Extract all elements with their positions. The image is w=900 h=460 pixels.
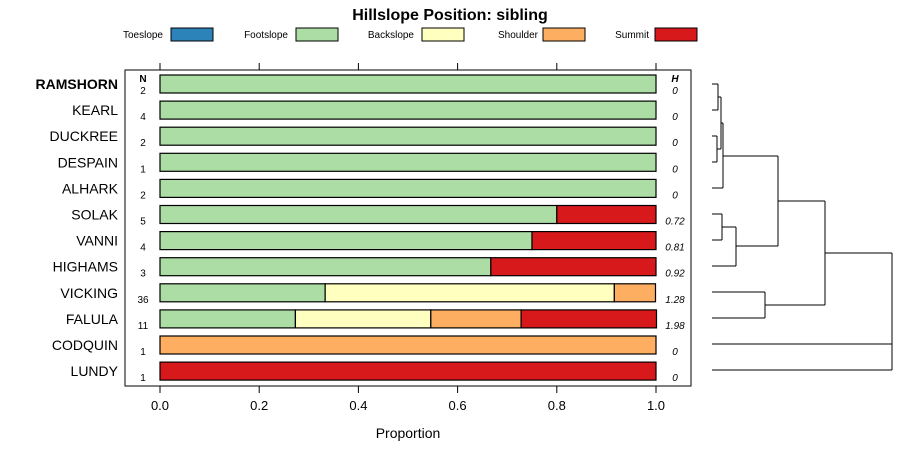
n-value: 1 xyxy=(140,347,146,358)
n-value: 1 xyxy=(140,373,146,384)
n-value: 5 xyxy=(140,217,146,228)
x-tick-label: 0.8 xyxy=(548,398,566,413)
bar-segment-shoulder xyxy=(613,283,657,303)
n-value: 3 xyxy=(140,269,146,280)
n-value: 1 xyxy=(140,164,146,175)
dendrogram-branch xyxy=(712,291,766,319)
bar-segment-summit xyxy=(520,309,658,329)
n-value: 2 xyxy=(140,190,146,201)
n-value: 2 xyxy=(140,138,146,149)
row-label: KEARL xyxy=(72,102,118,118)
bar-segment-footslope xyxy=(159,257,492,277)
x-axis: 0.0 0.2 0.4 0.6 0.8 1.0 xyxy=(151,63,665,413)
plot-panel xyxy=(124,69,692,387)
bar-segment-footslope xyxy=(159,178,657,198)
row-label: LUNDY xyxy=(71,363,119,379)
row-label: FALULA xyxy=(66,311,119,327)
x-tick-label: 0.4 xyxy=(349,398,367,413)
legend: Toeslope Footslope Backslope Shoulder Summit xyxy=(123,27,698,42)
h-value: 0.72 xyxy=(665,217,685,228)
row-label: VANNI xyxy=(76,233,118,249)
row-label: DUCKREE xyxy=(50,128,118,144)
n-value: 2 xyxy=(140,86,146,97)
h-value: 0 xyxy=(672,138,678,149)
x-tick-label: 0.0 xyxy=(151,398,169,413)
row-label: VICKING xyxy=(60,285,118,301)
legend-label-backslope: Backslope xyxy=(368,30,415,41)
n-header: N xyxy=(139,74,146,85)
dendrogram-branch xyxy=(712,83,719,111)
dendrogram-branch xyxy=(765,200,826,306)
bar-segment-summit xyxy=(556,204,657,225)
n-value: 4 xyxy=(140,243,146,254)
x-tick-label: 0.6 xyxy=(449,398,467,413)
n-value: 4 xyxy=(140,112,146,123)
bar-segment-footslope xyxy=(159,204,558,225)
legend-swatch-backslope xyxy=(421,27,465,42)
dendrogram-branch xyxy=(712,96,721,163)
bar-segment-summit xyxy=(159,361,657,381)
bar-segment-summit xyxy=(531,231,657,251)
n-value: 11 xyxy=(138,321,149,332)
legend-label-summit: Summit xyxy=(615,30,649,41)
h-value: 0.92 xyxy=(665,269,685,280)
bar-segment-backslope xyxy=(294,309,432,329)
row-label: CODQUIN xyxy=(52,337,118,353)
chart-title: Hillslope Position: sibling xyxy=(352,7,548,24)
bar-segment-footslope xyxy=(159,231,533,251)
bar-segment-footslope xyxy=(159,283,326,303)
legend-swatch-footslope xyxy=(295,27,339,42)
h-value: 0 xyxy=(672,86,678,97)
h-value: 0 xyxy=(672,373,678,384)
h-value: 1.98 xyxy=(665,321,685,332)
legend-swatch-summit xyxy=(654,27,698,42)
bar-segment-backslope xyxy=(324,283,615,303)
legend-label-toeslope: Toeslope xyxy=(123,30,163,41)
dendrogram xyxy=(712,83,893,371)
legend-label-footslope: Footslope xyxy=(244,30,288,41)
legend-swatch-shoulder xyxy=(542,27,586,42)
x-tick-label: 0.2 xyxy=(250,398,268,413)
bar-segment-shoulder xyxy=(159,335,657,355)
n-value: 36 xyxy=(137,295,149,306)
bar-segment-footslope xyxy=(159,74,657,94)
bar-segment-footslope xyxy=(159,152,657,172)
dendrogram-branch xyxy=(712,226,737,267)
bar-rows: RAMSHORN 2 0 KEARL 4 0 DUCKREE 2 0 DESPAIN 1 0 ALHAR… xyxy=(36,74,685,384)
h-value: 0 xyxy=(672,347,678,358)
bar-segment-footslope xyxy=(159,126,657,146)
x-axis-title: Proportion xyxy=(376,425,441,441)
row-label: SOLAK xyxy=(71,207,118,223)
bar-segment-footslope xyxy=(159,309,297,329)
h-value: 0 xyxy=(672,164,678,175)
h-header: H xyxy=(671,74,679,85)
bar-segment-footslope xyxy=(159,100,657,120)
dendrogram-branch xyxy=(712,252,893,371)
h-value: 0.81 xyxy=(665,243,684,254)
dendrogram-branch xyxy=(712,213,723,241)
dendrogram-branch xyxy=(723,155,779,247)
row-label: HIGHAMS xyxy=(53,259,118,275)
row-label: DESPAIN xyxy=(58,154,118,170)
legend-label-shoulder: Shoulder xyxy=(498,30,539,41)
bar-segment-shoulder xyxy=(430,309,522,329)
legend-swatch-toeslope xyxy=(170,27,214,42)
x-tick-label: 1.0 xyxy=(647,398,665,413)
row-label: ALHARK xyxy=(62,180,119,196)
h-value: 0 xyxy=(672,112,678,123)
row-label: RAMSHORN xyxy=(36,76,118,92)
h-value: 0 xyxy=(672,190,678,201)
bar-segment-summit xyxy=(490,257,657,277)
h-value: 1.28 xyxy=(665,295,685,306)
